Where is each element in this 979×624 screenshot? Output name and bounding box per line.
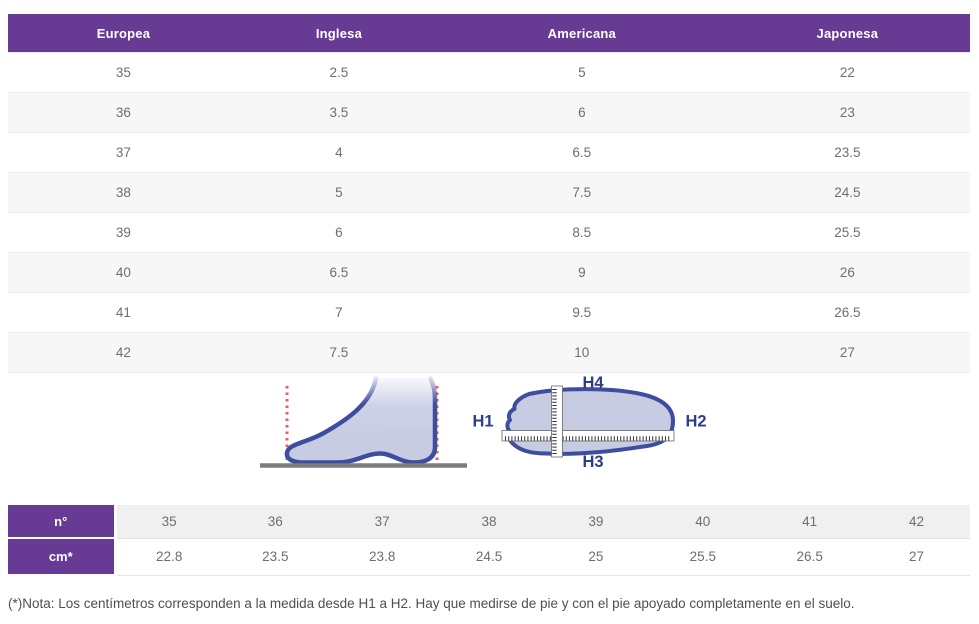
cell: 41 <box>8 292 239 333</box>
size-cell: 36 <box>221 505 329 538</box>
cell: 38 <box>8 172 239 213</box>
table-row: 40 6.5 9 26 <box>8 252 970 293</box>
table-row: 36 3.5 6 23 <box>8 92 970 133</box>
cell: 35 <box>8 52 239 93</box>
cell: 27 <box>724 332 970 373</box>
size-cell: 40 <box>649 505 757 538</box>
cell: 7.5 <box>438 172 725 213</box>
size-cell: 38 <box>435 505 543 538</box>
foot-top-outline <box>505 387 675 456</box>
row-label-cm: cm* <box>8 538 117 576</box>
width-ruler <box>551 385 563 458</box>
cell: 26 <box>724 252 970 293</box>
cell: 42 <box>8 332 239 373</box>
footnote: (*)Nota: Los centímetros corresponden a … <box>8 596 855 611</box>
foot-side-outline <box>284 375 438 465</box>
column-header-japonesa: Japonesa <box>724 14 970 53</box>
cell: 37 <box>8 132 239 173</box>
label-h2: H2 <box>685 413 706 431</box>
cell: 36 <box>8 92 239 133</box>
cell: 25.5 <box>724 212 970 253</box>
cell: 23.5 <box>724 132 970 173</box>
foot-diagram-svg: H1 H2 H3 H4 <box>260 374 707 471</box>
foot-side-view-illustration <box>260 375 467 468</box>
cm-cell: 23.8 <box>328 537 436 576</box>
cell: 6 <box>438 92 725 133</box>
cell: 3.5 <box>238 92 439 133</box>
cell: 7.5 <box>238 332 439 373</box>
size-conversion-table: Europea Inglesa Americana Japonesa 35 2.… <box>8 14 970 373</box>
cell: 22 <box>724 52 970 93</box>
size-cell: 41 <box>756 505 864 538</box>
cell: 9 <box>438 252 725 293</box>
cell: 5 <box>438 52 725 93</box>
cell: 4 <box>238 132 439 173</box>
cell: 2.5 <box>238 52 439 93</box>
cell: 6 <box>238 212 439 253</box>
foot-measurement-diagram: H1 H2 H3 H4 <box>230 358 730 500</box>
cm-cell: 24.5 <box>435 537 543 576</box>
sizes-row: n° 35 36 37 38 39 40 41 42 <box>8 505 970 539</box>
label-h3: H3 <box>582 453 603 471</box>
foot-top-view-illustration <box>501 385 675 458</box>
cell: 5 <box>238 172 439 213</box>
table-row: 41 7 9.5 26.5 <box>8 292 970 333</box>
cm-cell: 23.5 <box>221 537 329 576</box>
foot-side-fill <box>286 378 435 463</box>
cell: 6.5 <box>238 252 439 293</box>
cms-row: cm* 22.8 23.5 23.8 24.5 25 25.5 26.5 27 <box>8 537 970 576</box>
cell: 10 <box>438 332 725 373</box>
conversion-header-row: Europea Inglesa Americana Japonesa <box>8 14 970 53</box>
cell: 23 <box>724 92 970 133</box>
size-cell: 42 <box>863 505 970 538</box>
column-header-europea: Europea <box>8 14 239 53</box>
size-cell: 35 <box>115 505 222 538</box>
table-row: 42 7.5 10 27 <box>8 332 970 373</box>
cm-cell: 26.5 <box>756 537 864 576</box>
cell: 39 <box>8 212 239 253</box>
label-h4: H4 <box>582 374 604 392</box>
label-h1: H1 <box>472 413 493 431</box>
size-centimeters-table: n° 35 36 37 38 39 40 41 42 cm* 22.8 23.5… <box>8 505 970 576</box>
size-cell: 37 <box>328 505 436 538</box>
table-row: 37 4 6.5 23.5 <box>8 132 970 173</box>
cell: 8.5 <box>438 212 725 253</box>
row-label-number: n° <box>8 505 117 539</box>
column-header-inglesa: Inglesa <box>238 14 439 53</box>
table-row: 35 2.5 5 22 <box>8 52 970 93</box>
table-row: 39 6 8.5 25.5 <box>8 212 970 253</box>
cm-cell: 25 <box>542 537 650 576</box>
cell: 9.5 <box>438 292 725 333</box>
cm-cell: 25.5 <box>649 537 757 576</box>
table-row: 38 5 7.5 24.5 <box>8 172 970 213</box>
column-header-americana: Americana <box>438 14 725 53</box>
size-cell: 39 <box>542 505 650 538</box>
cell: 7 <box>238 292 439 333</box>
cell: 6.5 <box>438 132 725 173</box>
cm-cell: 22.8 <box>115 537 222 576</box>
length-ruler <box>501 430 675 442</box>
cell: 40 <box>8 252 239 293</box>
cell: 24.5 <box>724 172 970 213</box>
cell: 26.5 <box>724 292 970 333</box>
cm-cell: 27 <box>863 537 970 576</box>
